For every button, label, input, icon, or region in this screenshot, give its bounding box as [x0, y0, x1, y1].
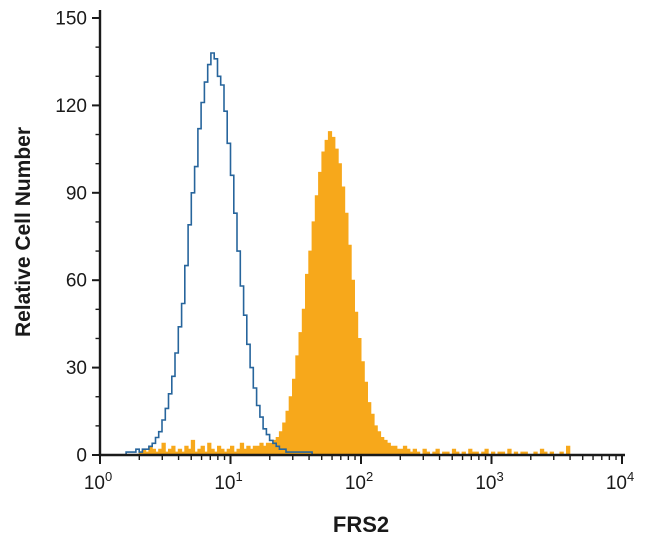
- x-axis-title: FRS2: [332, 512, 390, 537]
- series-filled-stained: [138, 131, 574, 456]
- series-open-control: [125, 52, 326, 456]
- x-tick-label: 100: [84, 469, 112, 494]
- x-tick-label: 103: [475, 469, 503, 494]
- y-axis-title: Relative Cell Number: [12, 126, 35, 338]
- y-tick-label: 150: [55, 9, 87, 30]
- y-tick-label: 120: [55, 96, 87, 117]
- y-tick-label: 60: [66, 271, 87, 292]
- y-tick-label: 0: [76, 446, 87, 467]
- y-tick-label: 30: [66, 358, 87, 379]
- x-tick-label: 104: [606, 469, 634, 494]
- x-tick-label: 101: [214, 469, 242, 494]
- y-tick-label: 90: [66, 183, 87, 204]
- x-tick-label: 102: [345, 469, 373, 494]
